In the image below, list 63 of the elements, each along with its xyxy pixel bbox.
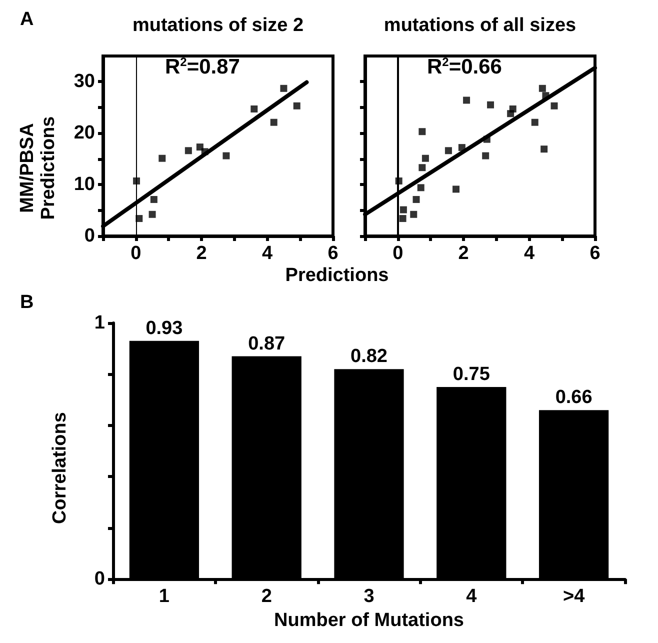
point [280,84,288,92]
y-tick-label: 10 [74,174,95,196]
point [148,210,156,218]
point [222,152,230,160]
data-label: 0.93 [146,318,183,339]
x-tick-label: 6 [590,243,600,264]
point [463,96,470,104]
point [444,147,452,154]
point [538,84,546,92]
x-tick-label: 0 [130,243,142,264]
point [542,92,550,100]
point [531,118,538,126]
y-axis-title: MM/PBSA Predictions [17,116,59,220]
text: B [20,292,34,313]
point [483,136,490,143]
x-tick-label: 0 [392,243,404,264]
y-tick-label: 20 [74,122,95,144]
point [201,148,208,156]
x-tick-label: 4 [524,243,535,264]
point [400,206,407,214]
point [458,144,466,152]
x-axis-title: Number of Mutations [274,610,464,631]
x-tick-label: 2 [261,586,272,608]
x-tick-label: 4 [466,586,478,608]
data-label: 0.82 [350,346,388,368]
point [412,196,420,203]
text: A [20,9,34,30]
data-label: 0.87 [248,333,286,354]
point [158,154,166,162]
point [184,147,192,154]
x-tick-label: 1 [158,586,170,608]
point [410,210,418,218]
x-tick-label: 3 [364,586,374,608]
x-tick-label: 6 [328,243,338,264]
point [540,146,548,153]
point [150,196,158,203]
point [550,102,558,110]
point [482,152,490,160]
point [399,215,406,222]
point [417,184,424,192]
x-tick-label: 4 [262,243,273,264]
y-tick-label: 0 [94,568,105,590]
chart-title: mutations of all sizes [384,15,576,36]
point [293,102,300,110]
y-tick-label: 1 [94,312,106,334]
x-axis-title: Predictions [285,265,389,286]
x-tick-label: 2 [458,243,469,264]
data-label: 0.75 [452,364,490,386]
point [509,105,516,112]
point [418,128,426,136]
point [422,154,429,162]
point [487,101,494,108]
data-label: 0.66 [555,387,592,408]
point [250,105,258,112]
point [418,164,426,172]
x-tick-label: 2 [196,243,207,264]
y-axis-title: Correlations [50,412,70,524]
y-tick-label: 0 [84,226,95,246]
point [452,186,460,193]
chart-title: mutations of size 2 [132,15,304,36]
x-tick-label: >4 [562,586,586,608]
point [270,118,278,126]
y-tick-label: 30 [74,71,95,92]
